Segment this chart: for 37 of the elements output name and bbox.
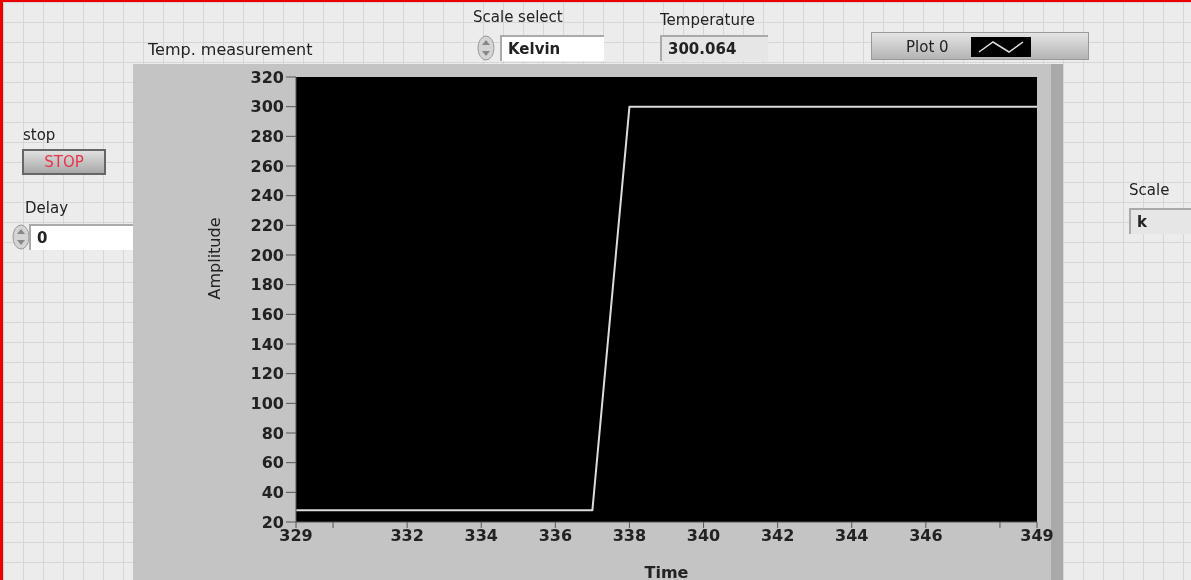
text: k (1129, 208, 1191, 234)
y-tick-label: 120 (250, 364, 284, 384)
text: Scale select (473, 8, 563, 26)
y-tick-label: 40 (261, 483, 284, 503)
x-tick-label: 349 (1020, 526, 1054, 546)
legend-label: Plot 0 (906, 38, 949, 56)
y-tick-label: 300 (250, 97, 284, 117)
y-tick-label: 180 (250, 275, 284, 295)
text: Temperature (660, 11, 756, 29)
y-axis-title: Amplitude (204, 217, 224, 300)
x-tick-label: 342 (760, 526, 795, 546)
y-tick-label: 140 (250, 334, 284, 354)
y-tick-label: 260 (250, 156, 284, 176)
x-tick-label: 334 (464, 526, 498, 546)
y-tick-label: 160 (250, 305, 284, 325)
y-tick-label: 200 (250, 245, 284, 265)
y-tick-label: 280 (250, 127, 284, 147)
x-tick-label: 338 (612, 526, 647, 546)
x-tick-label: 346 (909, 526, 943, 546)
x-tick-label: 332 (390, 526, 424, 546)
text: 0 (29, 224, 133, 250)
y-tick-label: 220 (250, 216, 284, 236)
x-tick-label: 336 (538, 526, 573, 546)
y-tick-label: 100 (250, 394, 284, 414)
y-tick-label: 80 (261, 423, 284, 443)
y-tick-label: 320 (250, 67, 284, 87)
text: Delay (25, 199, 69, 217)
x-tick-label: 344 (835, 526, 869, 546)
y-tick-label: 60 (261, 453, 284, 473)
chart-title: Temp. measurement (148, 40, 313, 59)
x-tick-label: 340 (686, 526, 721, 546)
text: STOP (22, 149, 106, 175)
x-axis-title: Time (644, 563, 689, 580)
text: 300.064 (660, 35, 768, 61)
text: Scale (1129, 181, 1170, 199)
text: stop (23, 126, 56, 144)
y-tick-label: 240 (250, 186, 284, 206)
